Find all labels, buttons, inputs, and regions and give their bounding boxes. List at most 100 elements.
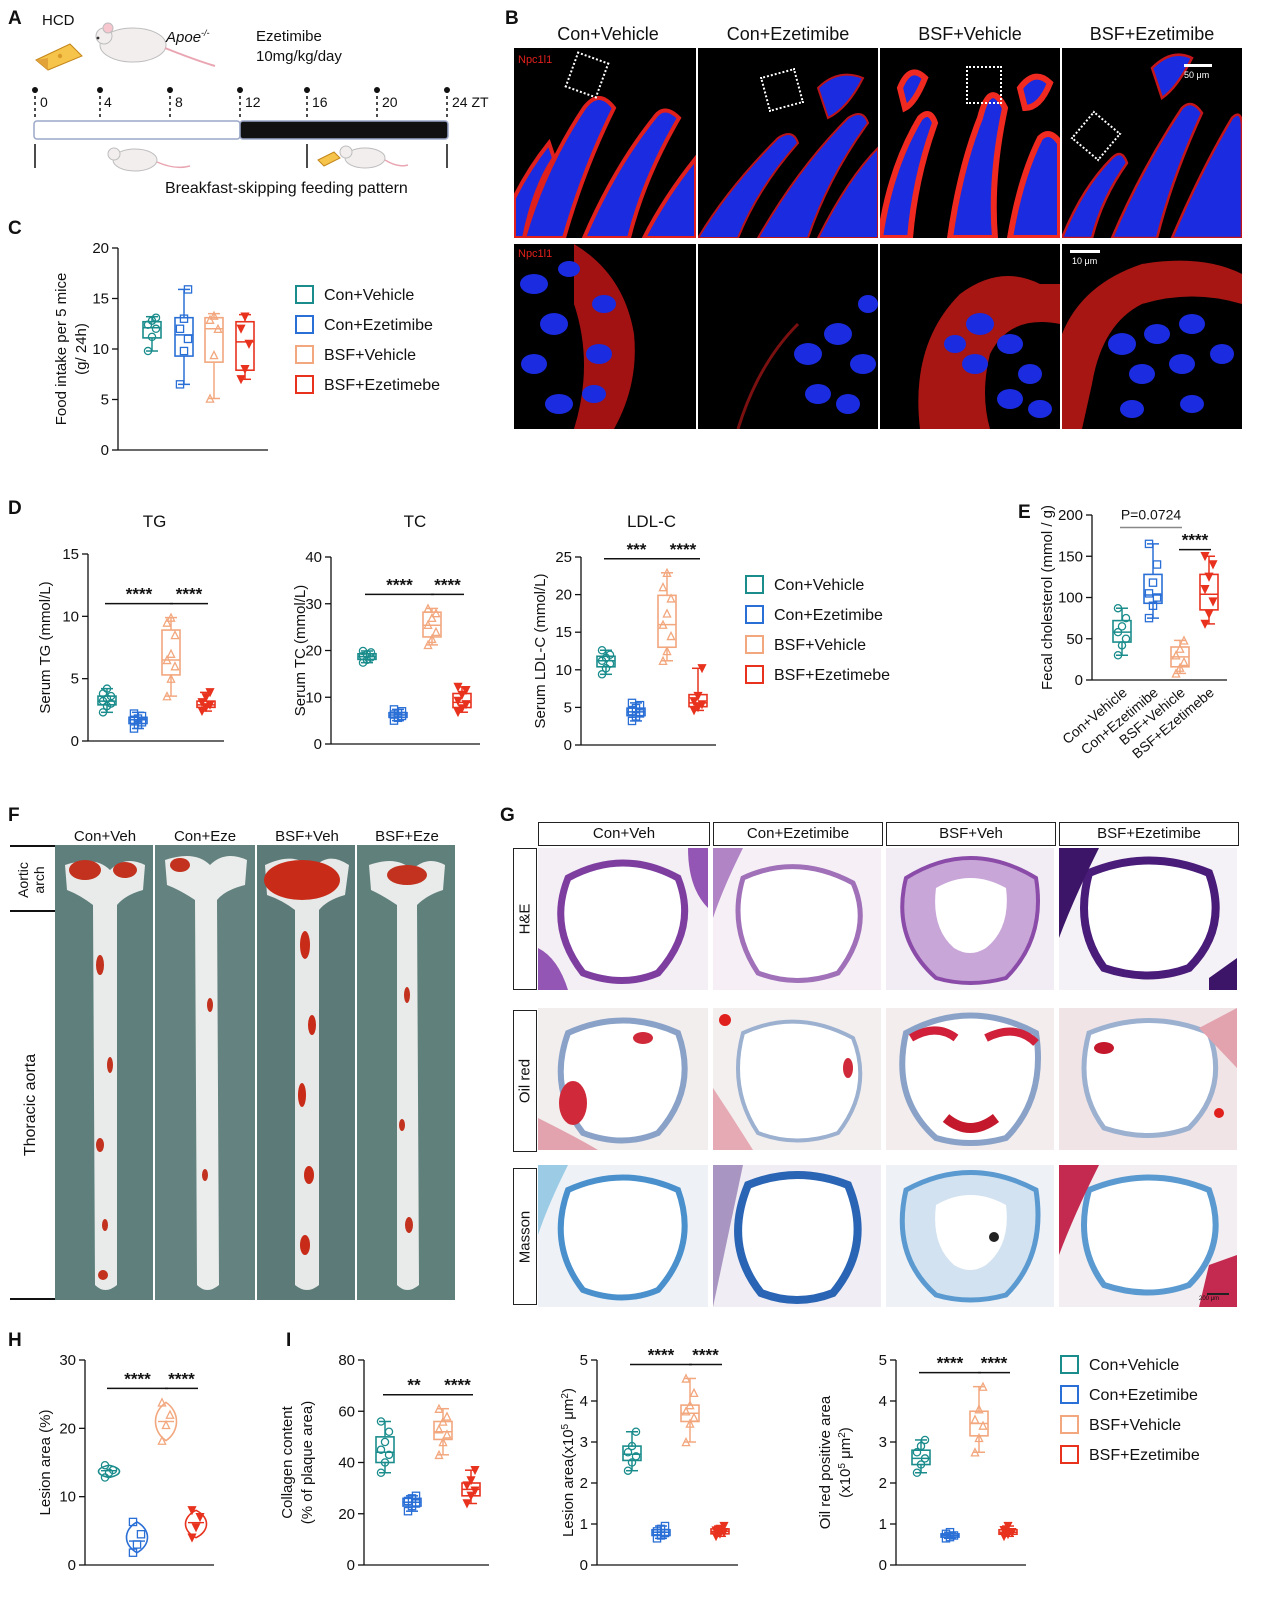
series-1 (940, 1527, 960, 1543)
data-point (1117, 622, 1127, 631)
significance-label: P=0.0724 (1121, 507, 1182, 523)
significance-label: **** (981, 1354, 1008, 1373)
data-point (213, 323, 223, 334)
data-point (423, 603, 433, 613)
data-point (635, 700, 645, 710)
data-point (100, 1460, 110, 1470)
legend-d: Con+Vehicle Con+Ezetimibe BSF+Vehicle BSF+E… (745, 575, 890, 684)
he-con-eze (713, 848, 881, 990)
legend-label: BSF+Vehicle (324, 347, 416, 364)
panel-letter-e: E (1018, 502, 1031, 523)
series-1 (125, 1517, 149, 1557)
data-point (453, 696, 463, 706)
data-point (970, 1414, 980, 1424)
y-tick-label: 25 (555, 549, 572, 566)
chart-title: TC (404, 512, 427, 531)
aorta-bsf-eze (357, 845, 455, 1300)
data-point (457, 690, 467, 700)
data-point (461, 686, 471, 696)
f-col-3: BSF+Veh (275, 828, 339, 845)
data-point (631, 1427, 641, 1437)
series-0 (596, 645, 616, 679)
data-point (187, 1506, 197, 1516)
significance-label: **** (124, 1369, 151, 1388)
data-point (236, 324, 246, 334)
y-tick-label: 15 (92, 291, 109, 308)
data-point (1179, 656, 1189, 667)
series-0 (97, 684, 117, 717)
data-point (1113, 650, 1123, 660)
data-point (1175, 643, 1185, 653)
strain-label: Apoe-/- (166, 28, 210, 46)
data-point (175, 380, 185, 389)
chart-title: TG (143, 512, 167, 531)
data-point (662, 608, 672, 618)
data-point (658, 582, 668, 592)
data-point (1208, 597, 1218, 607)
y-tick-label: 0 (71, 733, 79, 750)
g-col-3: BSF+Veh (886, 822, 1056, 846)
data-point (719, 1521, 729, 1531)
mouse-icon (95, 22, 216, 67)
significance-label: **** (937, 1354, 964, 1373)
g-row-oilred: Oil red (513, 1010, 537, 1152)
series-2 (657, 567, 677, 666)
data-point (137, 711, 147, 721)
significance-label: **** (670, 540, 697, 559)
data-point (191, 1523, 201, 1533)
y-axis-label-2: (x105 μm2) (837, 1427, 855, 1498)
series-1 (174, 285, 194, 389)
drug-label: Ezetimibe (256, 28, 322, 45)
panel-letter-f: F (8, 805, 20, 826)
cheese-icon (35, 43, 83, 71)
data-point (205, 688, 215, 698)
y-tick-label: 2 (580, 1475, 588, 1492)
data-point (209, 310, 219, 320)
y-tick-label: 5 (71, 671, 79, 688)
if-con-ezetimibe-high (698, 244, 878, 429)
data-point (197, 698, 207, 708)
data-point (1148, 601, 1158, 611)
dose-label: 10mg/kg/day (256, 48, 342, 65)
legend-label: Con+Ezetimibe (1089, 1387, 1198, 1404)
data-point (427, 612, 437, 623)
data-point (470, 1486, 480, 1496)
data-point (627, 1441, 637, 1451)
y-axis-label: Oil red positive area (817, 1395, 834, 1529)
data-point (1113, 627, 1123, 637)
data-point (689, 1412, 699, 1422)
y-tick-label: 150 (1058, 548, 1083, 565)
if-con-vehicle-low: Npc1l1 (514, 48, 696, 238)
tick-0: 0 (40, 94, 48, 110)
series-1 (1143, 539, 1163, 623)
y-tick-label: 20 (59, 1420, 76, 1437)
chart-i-collagen: 0 20 40 60 80 Collagen content (% of plaque ar… (279, 1352, 489, 1574)
significance-label: **** (1182, 531, 1209, 550)
data-point (389, 705, 399, 714)
aorta-con-eze (155, 845, 255, 1300)
y-tick-label: 50 (1066, 631, 1083, 648)
y-tick-label: 10 (555, 662, 572, 679)
data-point (1003, 1521, 1013, 1531)
data-point (397, 707, 407, 716)
data-point (108, 1465, 118, 1475)
series-0 (1112, 603, 1132, 660)
series-0 (97, 1460, 121, 1482)
data-point (689, 1387, 699, 1398)
y-tick-label: 10 (92, 341, 109, 358)
data-point (466, 1476, 476, 1486)
data-point (461, 700, 471, 710)
data-point (662, 567, 672, 578)
data-point (170, 661, 180, 671)
data-point (1204, 572, 1214, 582)
legend-swatch (1060, 1445, 1079, 1464)
light-phase-bar (33, 120, 241, 140)
panel-letter-c: C (8, 218, 22, 239)
b-col-4: BSF+Ezetimibe (1089, 24, 1215, 44)
box (375, 1436, 395, 1464)
legend-swatch (295, 375, 314, 394)
data-point (431, 608, 441, 618)
oilred-con-veh (538, 1008, 708, 1150)
legend-swatch (1060, 1355, 1079, 1374)
